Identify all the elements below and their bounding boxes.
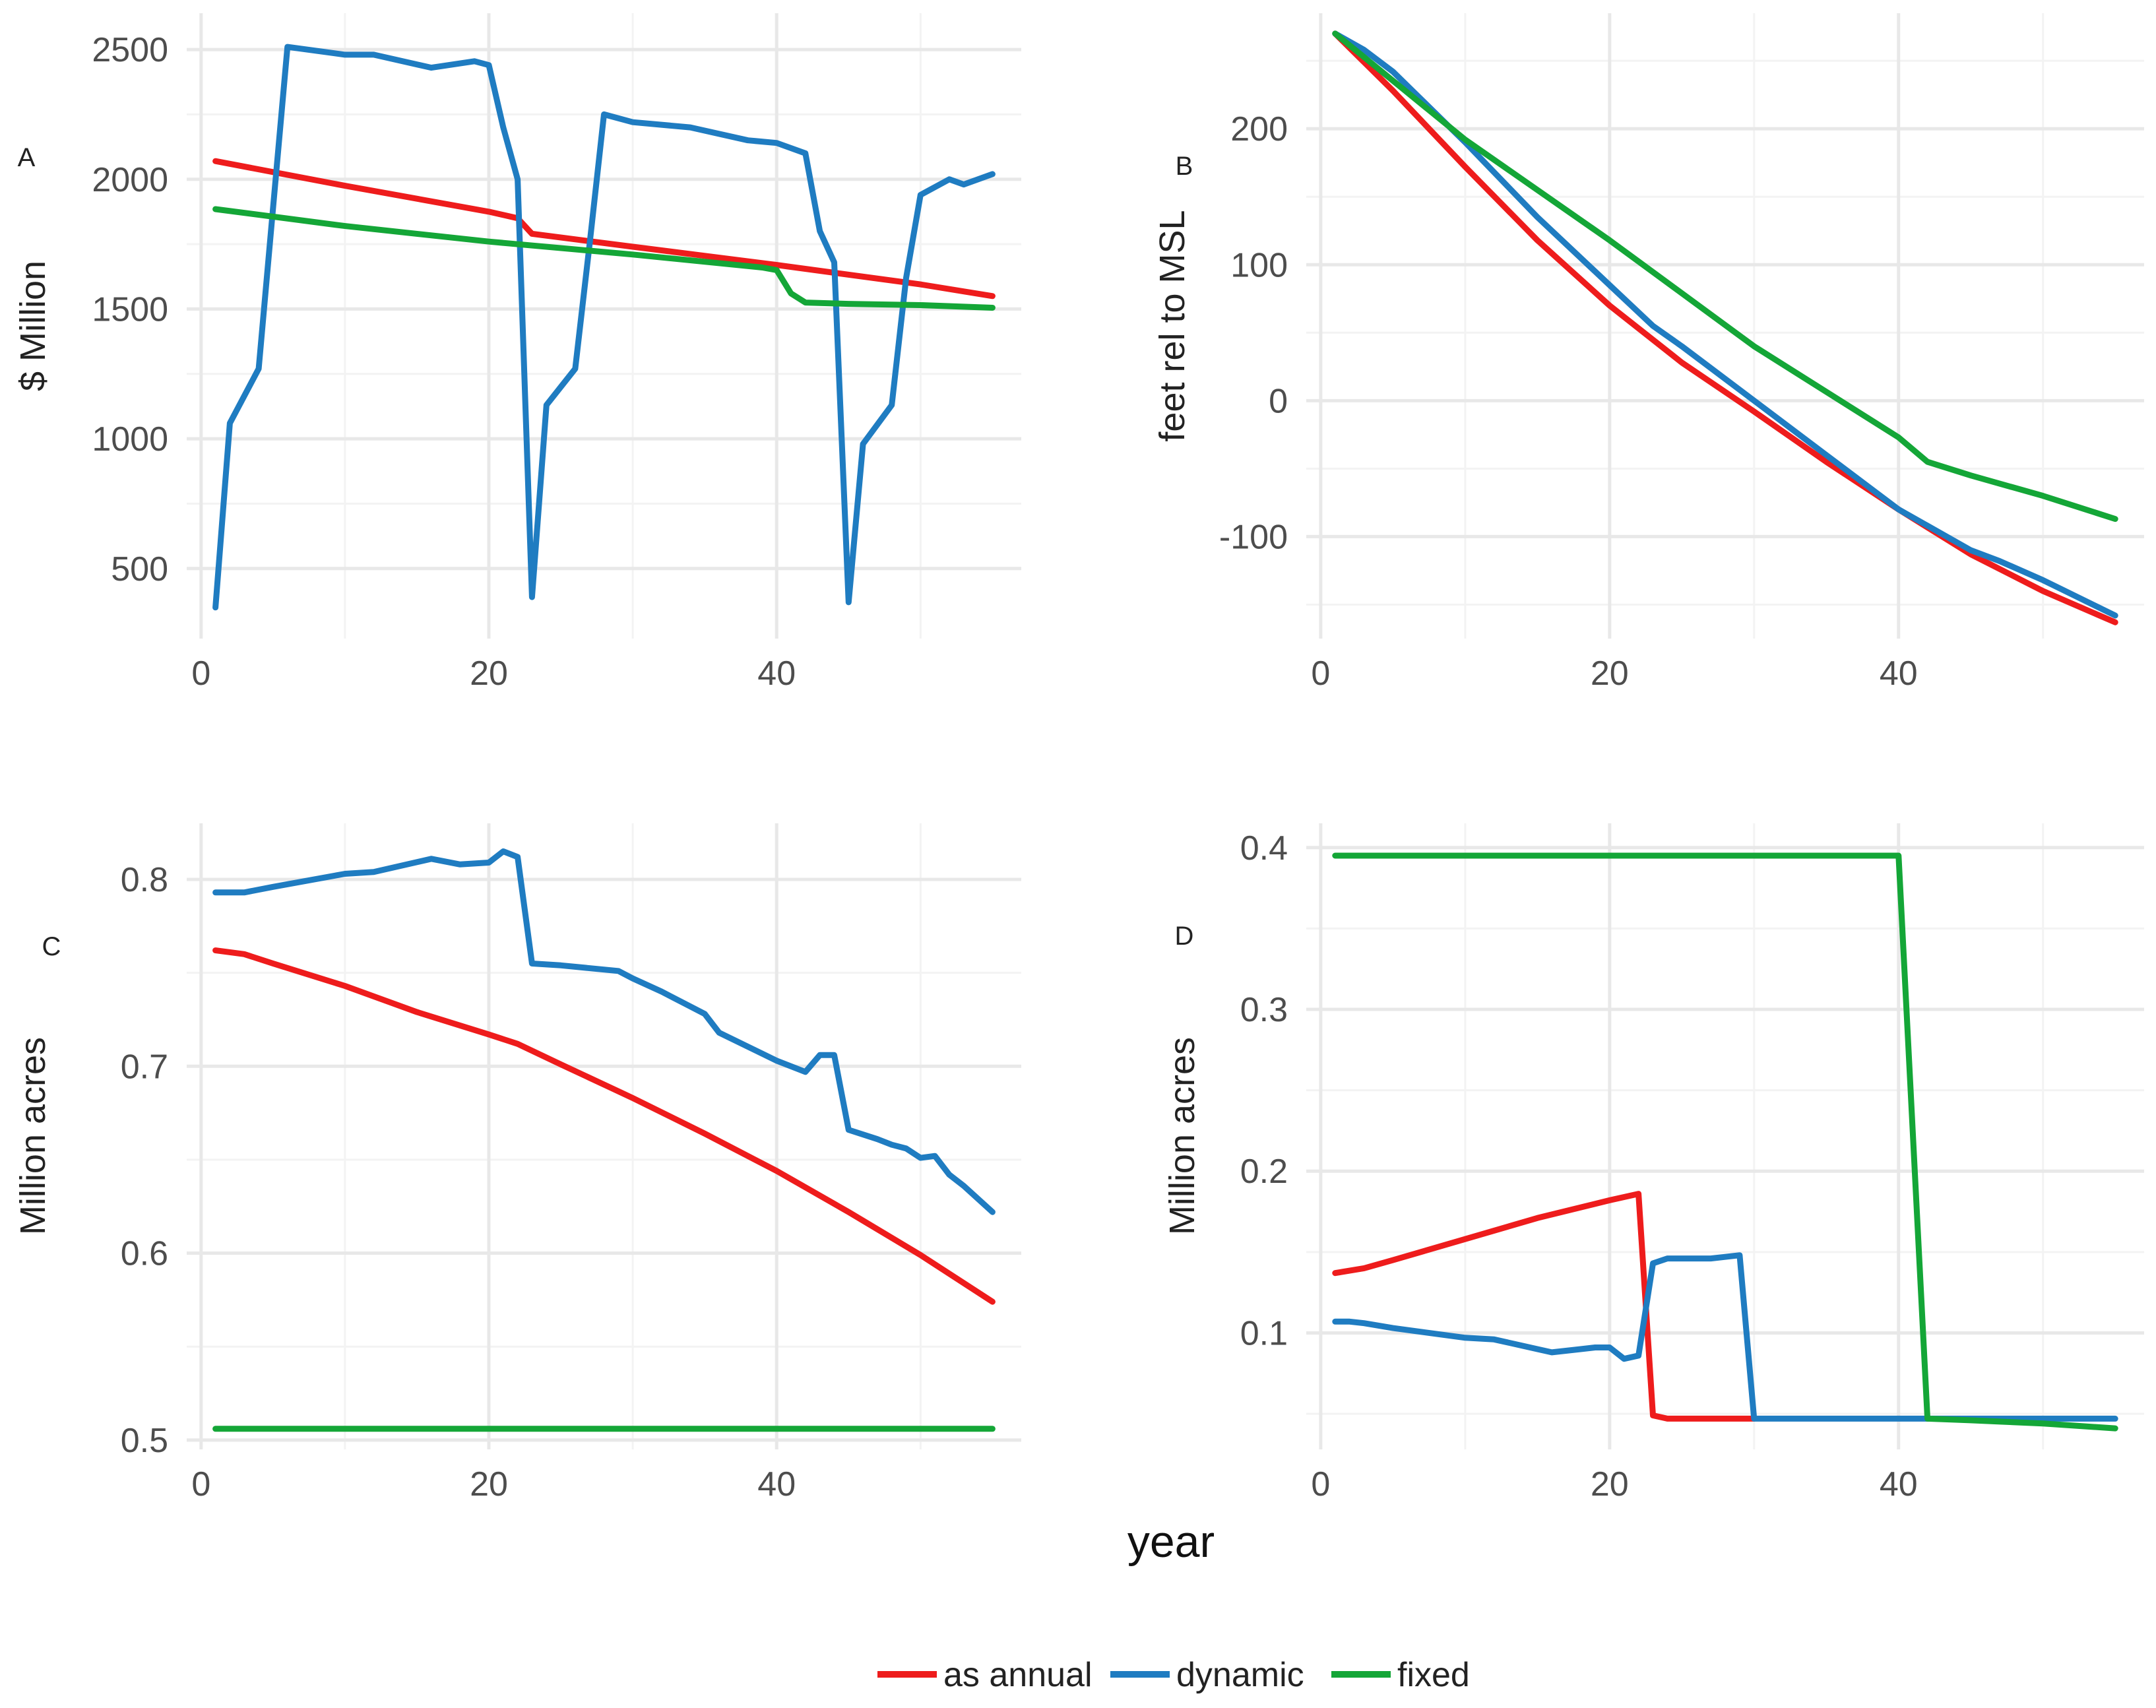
y-tick-label: 0 bbox=[1269, 382, 1288, 420]
panel-d: 0 20 40 0.1 0.2 0.3 0.4 Million acres D bbox=[1162, 823, 2144, 1503]
series-line-as-annual bbox=[1332, 1191, 1758, 1422]
y-axis-title: feet rel to MSL bbox=[1153, 210, 1192, 441]
series-line-fixed bbox=[212, 206, 996, 311]
x-tick-label: 0 bbox=[1311, 1465, 1330, 1503]
series-line-dynamic bbox=[212, 848, 996, 1215]
series-line-dynamic bbox=[212, 44, 996, 611]
x-tick-label: 0 bbox=[1311, 654, 1330, 693]
legend-label-as-annual: as annual bbox=[943, 1656, 1093, 1694]
series-line-as-annual bbox=[212, 947, 996, 1305]
legend-label-dynamic: dynamic bbox=[1176, 1656, 1304, 1694]
y-tick-label: 2500 bbox=[92, 31, 168, 69]
y-tick-label: 0.3 bbox=[1240, 991, 1288, 1029]
y-tick-label: -100 bbox=[1219, 518, 1288, 556]
y-tick-label: 1000 bbox=[92, 420, 168, 459]
y-tick-label: 0.1 bbox=[1240, 1314, 1288, 1352]
y-tick-label: 0.2 bbox=[1240, 1153, 1288, 1191]
x-axis-title: year bbox=[1127, 1517, 1215, 1567]
legend: as annual dynamic fixed bbox=[877, 1656, 1470, 1694]
y-tick-label: 0.4 bbox=[1240, 829, 1288, 868]
x-tick-label: 20 bbox=[1591, 1465, 1629, 1503]
x-tick-label: 40 bbox=[757, 654, 796, 693]
y-tick-label: 0.8 bbox=[121, 861, 168, 899]
y-tick-label: 0.5 bbox=[121, 1422, 168, 1460]
series-line-fixed bbox=[1332, 30, 2118, 522]
panel-label: C bbox=[42, 932, 61, 961]
panel-label: A bbox=[18, 143, 36, 172]
panel-c: 0 20 40 0.5 0.6 0.7 0.8 Million acres C bbox=[13, 823, 1021, 1503]
x-tick-label: 40 bbox=[1880, 654, 1918, 693]
x-tick-label: 20 bbox=[1591, 654, 1629, 693]
x-tick-label: 20 bbox=[470, 654, 508, 693]
legend-label-fixed: fixed bbox=[1397, 1656, 1470, 1694]
panel-b: 0 20 40 -100 0 100 200 feet rel to MSL B bbox=[1153, 13, 2144, 693]
y-tick-label: 0.7 bbox=[121, 1048, 168, 1086]
y-axis-title: Million acres bbox=[13, 1037, 53, 1235]
x-tick-label: 0 bbox=[191, 654, 210, 693]
y-tick-label: 2000 bbox=[92, 161, 168, 199]
series-line-fixed bbox=[1332, 852, 2118, 1432]
x-tick-label: 40 bbox=[1880, 1465, 1918, 1503]
x-tick-label: 20 bbox=[470, 1465, 508, 1503]
y-tick-label: 100 bbox=[1230, 246, 1288, 284]
x-tick-label: 40 bbox=[757, 1465, 796, 1503]
y-tick-label: 200 bbox=[1230, 110, 1288, 148]
y-axis-title: $ Million bbox=[13, 261, 53, 391]
series-line-as-annual bbox=[1332, 30, 2118, 625]
series-line-as-annual bbox=[212, 158, 996, 300]
panel-a: 0 20 40 500 1000 1500 2000 2500 $ Million A bbox=[13, 13, 1021, 693]
series-line-dynamic bbox=[1332, 30, 2118, 619]
panel-label: D bbox=[1175, 922, 1194, 951]
series-line-dynamic bbox=[1332, 1252, 2118, 1422]
y-tick-label: 1500 bbox=[92, 290, 168, 329]
x-tick-label: 0 bbox=[191, 1465, 210, 1503]
y-axis-title: Million acres bbox=[1162, 1037, 1202, 1235]
panel-label: B bbox=[1176, 152, 1193, 181]
y-tick-label: 500 bbox=[111, 550, 168, 588]
y-tick-label: 0.6 bbox=[121, 1235, 168, 1273]
